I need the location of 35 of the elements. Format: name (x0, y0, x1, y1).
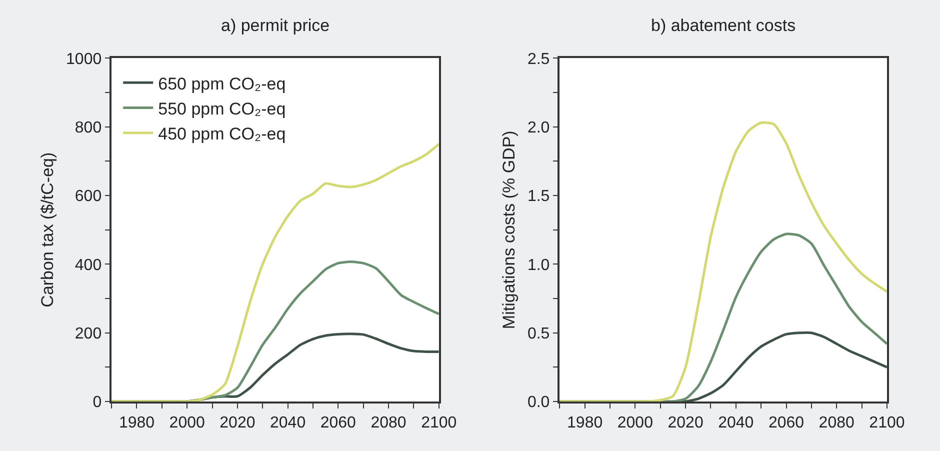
x-tick-label: 2080 (818, 414, 854, 432)
y-tick-label: 0 (92, 394, 102, 412)
x-tick-label: 2100 (869, 414, 905, 432)
x-tick-label: 2040 (270, 414, 306, 432)
y-tick-label: 0.5 (527, 325, 550, 342)
x-tick-label: 2100 (421, 414, 457, 432)
x-tick-label: 2060 (768, 414, 804, 432)
x-tick-label: 1980 (118, 414, 155, 432)
y-tick-label: 1000 (66, 50, 102, 68)
y-axis-title: Mitigations costs (% GDP) (500, 130, 519, 330)
y-tick-label: 1.0 (527, 256, 550, 274)
legend-label: 650 ppm CO₂-eq (158, 74, 286, 94)
y-tick-label: 2.0 (527, 119, 550, 136)
chart-title: a) permit price (221, 16, 330, 35)
legend-label: 450 ppm CO₂-eq (158, 124, 286, 144)
x-tick-label: 2000 (617, 414, 654, 432)
line-series (112, 142, 439, 402)
x-tick-label: 2020 (668, 414, 704, 432)
y-tick-label: 1.5 (527, 188, 550, 206)
x-tick-label: 2060 (320, 414, 356, 432)
x-tick-label: 2020 (220, 414, 256, 432)
chart-title: b) abatement costs (651, 16, 796, 35)
line-series (560, 121, 887, 402)
x-tick-label: 2080 (370, 414, 406, 432)
y-tick-label: 600 (74, 188, 102, 206)
x-tick-label: 2000 (169, 414, 205, 432)
x-tick-label: 2040 (718, 414, 754, 432)
y-tick-label: 200 (74, 325, 102, 342)
y-tick-label: 2.5 (527, 50, 550, 68)
y-tick-label: 800 (74, 119, 102, 136)
y-axis-title: Carbon tax ($/tC-eq) (38, 152, 58, 308)
x-tick-label: 1980 (567, 414, 603, 432)
legend-label: 550 ppm CO₂-eq (158, 99, 286, 118)
y-tick-label: 400 (74, 256, 102, 274)
y-tick-label: 0.0 (527, 394, 550, 412)
